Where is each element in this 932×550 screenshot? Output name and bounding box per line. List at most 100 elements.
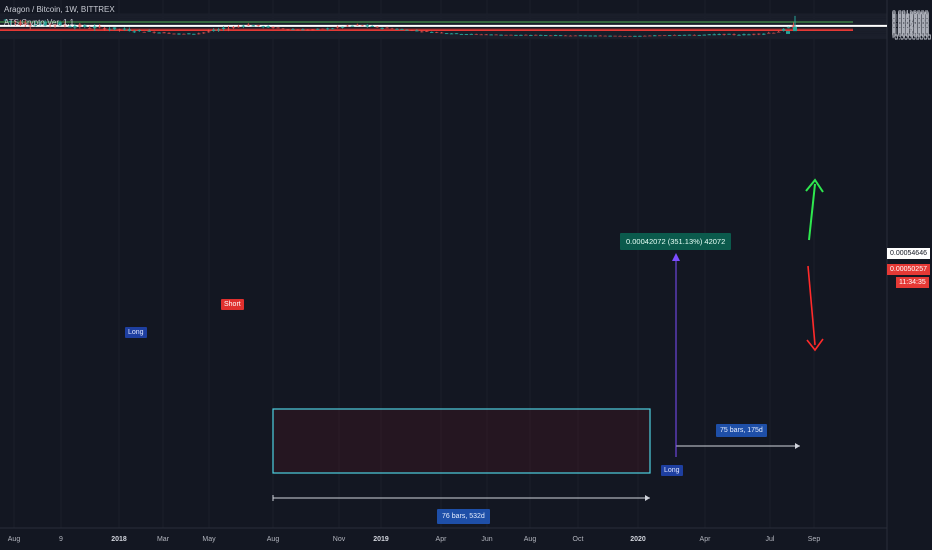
candle-body: [340, 26, 345, 28]
time-tick-label: 2019: [373, 536, 389, 543]
candle: [33, 20, 37, 27]
candle: [628, 35, 632, 37]
candlestick-series: [3, 15, 797, 37]
candle: [444, 32, 449, 35]
candle: [68, 24, 72, 28]
candle-body: [588, 35, 593, 37]
time-tick-label: Jun: [481, 536, 493, 543]
candle: [717, 33, 721, 36]
candle: [360, 25, 365, 27]
candle: [395, 28, 399, 30]
price-tick-label: 0.00045000: [892, 23, 929, 31]
candle: [83, 24, 87, 29]
candle-body: [548, 35, 553, 37]
candle: [355, 23, 360, 26]
candle: [132, 29, 137, 34]
candle-body: [593, 35, 598, 37]
candle-body: [474, 33, 479, 35]
candle-body: [365, 25, 370, 27]
candle-body: [83, 25, 87, 27]
candle: [271, 26, 275, 29]
candle-body: [167, 32, 171, 34]
candle: [385, 26, 389, 29]
candle: [420, 30, 424, 33]
candle: [608, 35, 612, 37]
candle-body: [727, 33, 731, 35]
candle-body: [246, 24, 251, 26]
long-signal-label: Long: [125, 327, 147, 338]
candle-body: [405, 29, 409, 31]
candle: [137, 29, 142, 33]
candle: [563, 35, 568, 37]
candle: [707, 33, 712, 36]
candle: [206, 29, 211, 33]
candle: [514, 34, 518, 36]
candle: [370, 25, 374, 27]
candle-body: [226, 28, 231, 30]
candle-body: [87, 27, 92, 29]
candle: [390, 27, 394, 30]
candle-body: [53, 24, 57, 26]
drawing-tools: [272, 178, 824, 501]
candle: [58, 20, 62, 27]
candle-body: [122, 28, 127, 30]
candle-body: [543, 35, 548, 37]
arrow-head: [795, 443, 800, 449]
candle-body: [311, 29, 315, 31]
chart-title: Aragon / Bitcoin, 1W, BITTREX: [4, 5, 115, 14]
candle-body: [568, 35, 573, 37]
target-up-arrow: [808, 183, 816, 241]
candle-body: [499, 34, 503, 36]
candle-body: [256, 24, 260, 26]
candle-body: [687, 34, 692, 36]
candle-body: [667, 35, 672, 37]
candle: [127, 27, 132, 32]
candle: [633, 35, 637, 37]
price-tick-label: -0.00005000: [892, 34, 932, 42]
candle: [519, 34, 523, 36]
candle-body: [444, 33, 449, 35]
candle: [648, 35, 652, 37]
candle: [781, 28, 786, 32]
candle-body: [33, 24, 37, 26]
candle-body: [454, 33, 459, 35]
candle-body: [281, 28, 285, 30]
candle-body: [677, 34, 682, 36]
candle-body: [692, 34, 697, 36]
candle: [97, 24, 102, 29]
candle-body: [762, 33, 766, 35]
candle-body: [58, 22, 62, 26]
candle: [192, 33, 196, 35]
candle: [122, 27, 127, 31]
indicator-label[interactable]: ATS Crypto Ver. 1.1: [4, 18, 75, 27]
bar-countdown-badge: 11:34:35: [896, 277, 929, 288]
candle: [682, 34, 687, 36]
candle-body: [712, 34, 716, 36]
candle-body: [524, 34, 528, 36]
candle-body: [529, 35, 533, 37]
candle-body: [682, 34, 687, 36]
candle-body: [672, 34, 677, 36]
price-tick-label: 0.00020000: [892, 29, 929, 37]
candle-body: [767, 32, 771, 34]
candle: [623, 35, 627, 37]
candle-body: [504, 34, 508, 36]
candle: [221, 26, 226, 31]
candle: [177, 33, 181, 35]
candle-body: [172, 33, 176, 35]
candle-body: [216, 29, 221, 31]
candle: [687, 34, 692, 36]
candle: [53, 23, 57, 28]
arrow-head: [805, 178, 824, 193]
candle: [18, 19, 23, 26]
candle: [553, 34, 558, 37]
time-tick-label: Jul: [765, 536, 775, 543]
price-tick-label: 0.00070000: [892, 18, 929, 26]
candle: [558, 35, 563, 37]
candle: [618, 35, 622, 37]
candle-body: [251, 25, 256, 27]
candle: [236, 24, 241, 28]
level-price-badge: 0.00054646: [887, 248, 930, 259]
